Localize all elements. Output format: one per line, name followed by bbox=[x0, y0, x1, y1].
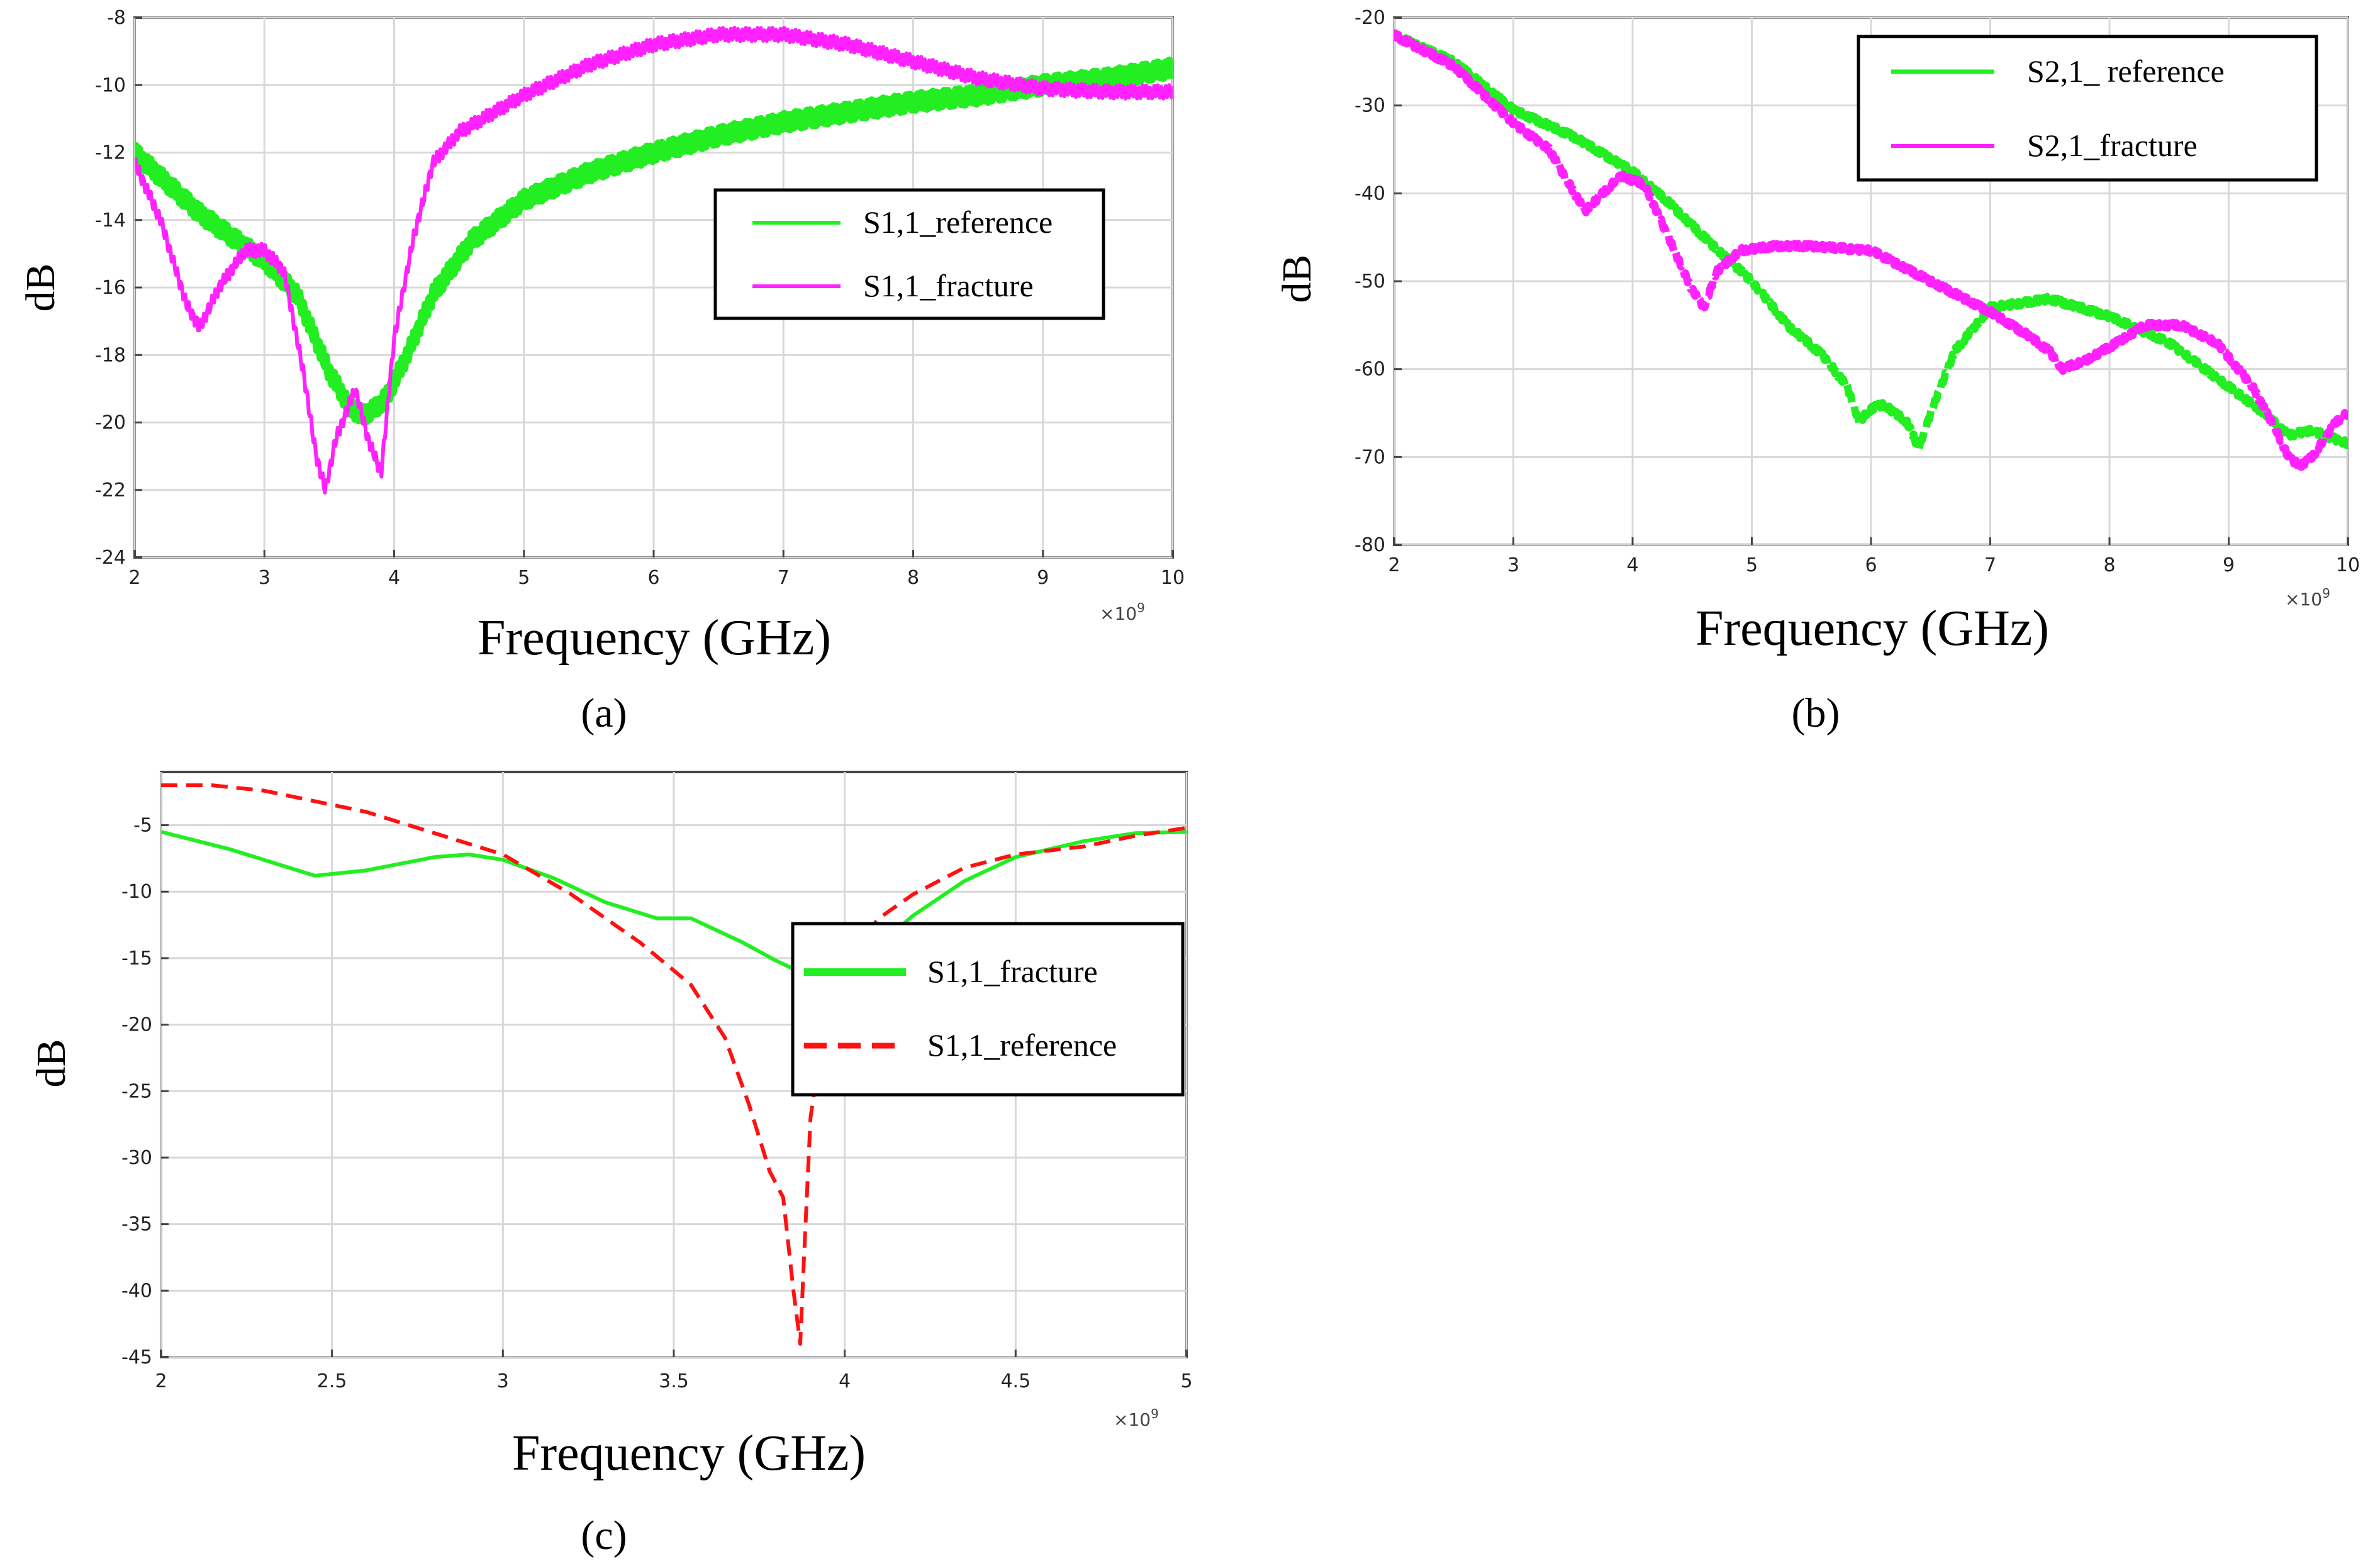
chart-a-xtick-label: 8 bbox=[907, 567, 919, 589]
chart-c-xtick-label: 3.5 bbox=[659, 1370, 689, 1392]
chart-a-xtick-label: 10 bbox=[1161, 567, 1185, 589]
chart-a-xtick-label: 7 bbox=[778, 567, 790, 589]
chart-b-ytick-label: -50 bbox=[1355, 271, 1385, 293]
chart-b-xtick-label: 9 bbox=[2223, 554, 2235, 576]
chart-a-xtick-label: 9 bbox=[1037, 567, 1049, 589]
chart-b-yticks: -20 -30 -40 -50 -60 -70 -80 bbox=[1355, 7, 1402, 556]
chart-c-x-multiplier: ×109 bbox=[1114, 1406, 1159, 1430]
chart-a-xtick-label: 2 bbox=[128, 567, 140, 589]
chart-c-ytick-label: -25 bbox=[121, 1080, 152, 1102]
chart-a-legend-label-reference: S1,1_reference bbox=[863, 204, 1053, 240]
chart-c-ytick-label: -30 bbox=[121, 1147, 152, 1169]
chart-b-x-axis-label: Frequency (GHz) bbox=[1696, 601, 2049, 656]
chart-c-ytick-label: -35 bbox=[121, 1214, 152, 1236]
chart-c-xtick-label: 4.5 bbox=[1000, 1370, 1031, 1392]
chart-a-lines bbox=[135, 26, 1173, 495]
chart-b-lines bbox=[1394, 29, 2348, 471]
chart-a-xtick-label: 5 bbox=[518, 567, 530, 589]
chart-c-lines bbox=[161, 783, 1187, 1346]
chart-b-ytick-label: -70 bbox=[1355, 446, 1385, 468]
chart-a-x-axis-label: Frequency (GHz) bbox=[478, 610, 831, 666]
chart-a-caption: (a) bbox=[581, 690, 627, 736]
chart-a-legend-label-fracture: S1,1_fracture bbox=[863, 268, 1034, 303]
chart-b-legend-label-reference: S2,1_ reference bbox=[2027, 53, 2225, 89]
chart-c-series-s1-1-reference bbox=[161, 783, 1187, 1346]
chart-a-ytick-label: -10 bbox=[95, 74, 126, 96]
chart-c-y-axis-label: dB bbox=[28, 1039, 74, 1087]
chart-a-yticks: -8 -10 -12 -14 -16 -18 -20 -22 -24 bbox=[95, 7, 142, 569]
chart-a-ytick-label: -8 bbox=[107, 7, 126, 29]
chart-c-legend-label-fracture: S1,1_fracture bbox=[927, 954, 1098, 989]
chart-c-caption: (c) bbox=[581, 1513, 627, 1558]
chart-b-ytick-label: -20 bbox=[1355, 7, 1385, 29]
chart-c-legend: S1,1_fracture S1,1_reference bbox=[791, 922, 1185, 1097]
chart-a-xtick-label: 4 bbox=[388, 567, 400, 589]
chart-b-ytick-label: -60 bbox=[1355, 359, 1385, 381]
chart-b-xtick-label: 8 bbox=[2103, 554, 2115, 576]
chart-a-ytick-label: -16 bbox=[95, 277, 126, 299]
chart-b-xtick-label: 3 bbox=[1507, 554, 1519, 576]
chart-a-xtick-label: 3 bbox=[259, 567, 271, 589]
chart-b-ytick-label: -80 bbox=[1355, 534, 1385, 556]
chart-a-xtick-label: 6 bbox=[647, 567, 659, 589]
chart-c-yticks: -5 -10 -15 -20 -25 -30 -35 -40 -45 bbox=[121, 815, 169, 1368]
chart-c-ytick-label: -45 bbox=[121, 1346, 152, 1368]
chart-b-x-multiplier: ×109 bbox=[2285, 586, 2330, 610]
chart-c-ytick-label: -40 bbox=[121, 1280, 152, 1302]
chart-c-xtick-label: 4 bbox=[839, 1370, 851, 1392]
chart-a-xticks: 2 3 4 5 6 7 8 9 10 bbox=[128, 550, 1185, 589]
chart-c-xtick-label: 2 bbox=[155, 1370, 167, 1392]
chart-c-legend-label-reference: S1,1_reference bbox=[927, 1027, 1117, 1063]
chart-b-series-s2-1-fracture bbox=[1394, 29, 2348, 471]
chart-b-caption: (b) bbox=[1792, 690, 1840, 736]
chart-a-legend-box bbox=[713, 188, 1105, 320]
chart-c-ytick-label: -20 bbox=[121, 1014, 152, 1036]
chart-c: 2 2.5 3 3.5 4 4.5 5 -5 -10 -15 -20 -25 -30 -35 -40 -45… bbox=[28, 771, 1193, 1558]
chart-c-xtick-label: 5 bbox=[1180, 1370, 1192, 1392]
chart-a-ytick-label: -12 bbox=[95, 142, 126, 164]
chart-c-ytick-label: -5 bbox=[133, 815, 152, 837]
chart-c-xtick-label: 3 bbox=[497, 1370, 509, 1392]
chart-b-legend: S2,1_ reference S2,1_fracture bbox=[1857, 35, 2318, 182]
chart-b-series-s2-1-reference bbox=[1394, 29, 2348, 455]
chart-b-xtick-label: 7 bbox=[1984, 554, 1996, 576]
chart-a-ytick-label: -22 bbox=[95, 479, 126, 501]
chart-a-ytick-label: -18 bbox=[95, 344, 126, 366]
chart-b-ytick-label: -40 bbox=[1355, 182, 1385, 204]
chart-a-x-multiplier: ×109 bbox=[1100, 600, 1145, 624]
chart-b-xtick-label: 10 bbox=[2336, 554, 2360, 576]
chart-c-xticks: 2 2.5 3 3.5 4 4.5 5 bbox=[155, 1350, 1193, 1392]
chart-a-series-s1-1-reference bbox=[135, 56, 1173, 425]
chart-a-series-s1-1-fracture bbox=[135, 26, 1173, 495]
chart-b-ytick-label: -30 bbox=[1355, 95, 1385, 117]
chart-b-xtick-label: 6 bbox=[1865, 554, 1877, 576]
chart-b-y-axis-label: dB bbox=[1274, 254, 1320, 303]
chart-b-legend-label-fracture: S2,1_fracture bbox=[2027, 128, 2198, 163]
chart-a-ytick-label: -20 bbox=[95, 412, 126, 434]
chart-b-xticks: 2 3 4 5 6 7 8 9 10 bbox=[1388, 537, 2360, 576]
chart-b-xtick-label: 2 bbox=[1388, 554, 1400, 576]
chart-c-legend-box bbox=[791, 922, 1185, 1097]
chart-a-y-axis-label: dB bbox=[18, 263, 64, 311]
chart-b: 2 3 4 5 6 7 8 9 10 -20 -30 -40 -50 -60 -70 -80 ×109 dB… bbox=[1274, 7, 2360, 736]
chart-c-x-axis-label: Frequency (GHz) bbox=[512, 1426, 866, 1481]
chart-a-legend: S1,1_reference S1,1_fracture bbox=[713, 188, 1105, 320]
chart-a: 2 3 4 5 6 7 8 9 10 -8 -10 -12 -14 -16 -18 -20 -22 -24 ×1… bbox=[18, 7, 1185, 736]
chart-b-legend-box bbox=[1857, 35, 2318, 182]
chart-a-ytick-label: -14 bbox=[95, 210, 126, 232]
chart-c-xtick-label: 2.5 bbox=[317, 1370, 347, 1392]
chart-c-ytick-label: -10 bbox=[121, 881, 152, 903]
chart-b-xtick-label: 4 bbox=[1626, 554, 1638, 576]
chart-c-ytick-label: -15 bbox=[121, 948, 152, 970]
chart-b-xtick-label: 5 bbox=[1746, 554, 1758, 576]
chart-a-ytick-label: -24 bbox=[95, 547, 126, 569]
chart-c-series-s1-1-fracture bbox=[161, 830, 1187, 973]
